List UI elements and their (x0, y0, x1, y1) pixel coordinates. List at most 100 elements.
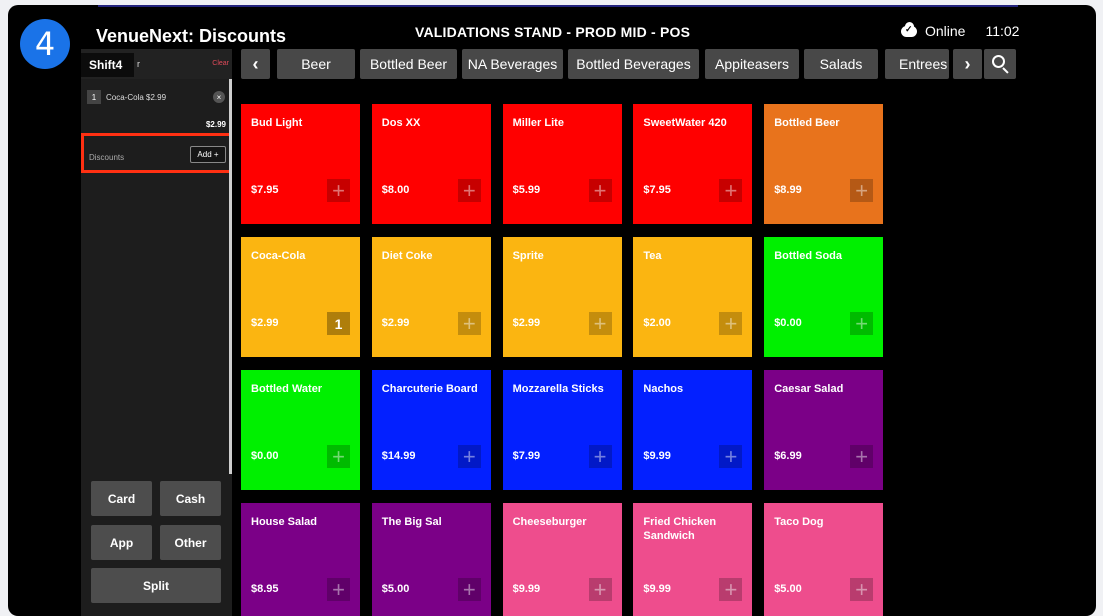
plus-icon[interactable]: + (588, 312, 612, 335)
remove-item-icon[interactable]: × (213, 91, 225, 103)
product-price: $2.99 (512, 317, 541, 329)
plus-icon[interactable]: + (327, 179, 350, 202)
cash-button[interactable]: Cash (160, 481, 221, 516)
plus-icon[interactable]: + (588, 578, 612, 601)
product-tile[interactable]: Fried Chicken Sandwich $9.99 + (633, 503, 753, 616)
product-tile[interactable]: The Big Sal $5.00 + (371, 503, 491, 616)
plus-icon[interactable]: + (457, 578, 481, 601)
other-button[interactable]: Other (160, 525, 221, 560)
plus-icon[interactable]: + (719, 312, 743, 335)
line-item-quantity: 1 (87, 90, 101, 104)
product-name: Taco Dog (774, 516, 824, 528)
product-tile[interactable]: Coca-Cola $2.99 1 (241, 237, 360, 357)
header-bar: VenueNext: Discounts VALIDATIONS STAND -… (8, 5, 1096, 51)
product-price: $5.99 (512, 184, 541, 196)
card-button[interactable]: Card (91, 481, 152, 516)
product-price: $5.00 (381, 583, 410, 595)
product-tile[interactable]: SweetWater 420 $7.95 + (633, 104, 753, 224)
product-price: $0.00 (774, 317, 802, 329)
product-name: Miller Lite (512, 117, 564, 129)
discounts-highlight: Discounts Add + (81, 133, 232, 173)
product-tile[interactable]: Nachos $9.99 + (633, 370, 753, 490)
product-tile[interactable]: Bottled Beer $8.99 + (764, 104, 884, 224)
category-tab-appiteasers[interactable]: Appiteasers (705, 49, 799, 79)
product-tile[interactable]: Diet Coke $2.99 + (371, 237, 491, 357)
plus-icon[interactable]: + (588, 179, 612, 202)
plus-icon[interactable]: + (719, 179, 743, 202)
top-accent-line (98, 5, 1018, 7)
product-tile[interactable]: Taco Dog $5.00 + (764, 503, 884, 616)
product-name: Fried Chicken Sandwich (643, 516, 717, 542)
search-button[interactable] (984, 49, 1016, 79)
product-price: $9.99 (643, 450, 671, 462)
product-tile[interactable]: Tea $2.00 + (633, 237, 753, 357)
category-prev-button[interactable]: ‹ (241, 49, 270, 79)
order-label: r (137, 59, 140, 69)
category-tab-bottled-beer[interactable]: Bottled Beer (360, 49, 457, 79)
plus-icon[interactable]: + (457, 179, 481, 202)
split-button[interactable]: Split (91, 568, 221, 603)
product-name: Diet Coke (381, 250, 433, 262)
product-name: Tea (643, 250, 662, 262)
order-scrollbar[interactable] (229, 79, 232, 474)
product-name: Bottled Soda (774, 250, 843, 262)
product-tile[interactable]: Sprite $2.99 + (502, 237, 622, 357)
category-tab-beer[interactable]: Beer (277, 49, 355, 79)
product-name: Sprite (512, 250, 544, 262)
clock: 11:02 (985, 23, 1020, 39)
order-subtotal: $2.99 (205, 120, 226, 129)
app-title: VenueNext: Discounts (96, 26, 287, 46)
product-tile[interactable]: Bottled Water $0.00 + (241, 370, 360, 490)
add-discount-button[interactable]: Add + (190, 146, 226, 163)
step-number-badge: 4 (20, 19, 70, 69)
product-price: $8.95 (251, 583, 279, 595)
product-tile[interactable]: House Salad $8.95 + (241, 503, 360, 616)
plus-icon[interactable]: + (850, 312, 874, 335)
category-tab-na-beverages[interactable]: NA Beverages (462, 49, 563, 79)
plus-icon[interactable]: + (327, 445, 350, 468)
product-name: Cheeseburger (512, 516, 587, 528)
product-tile[interactable]: Bottled Soda $0.00 + (764, 237, 884, 357)
product-name: Nachos (643, 383, 684, 395)
product-tile[interactable]: Mozzarella Sticks $7.99 + (502, 370, 622, 490)
connection-status: Online 11:02 (901, 21, 1020, 39)
plus-icon[interactable]: + (719, 578, 743, 601)
app-button[interactable]: App (91, 525, 152, 560)
product-tile[interactable]: Miller Lite $5.99 + (502, 104, 622, 224)
product-price: $8.00 (381, 184, 410, 196)
product-price: $2.00 (643, 317, 671, 329)
product-name: Bottled Water (251, 383, 323, 395)
plus-icon[interactable]: + (457, 445, 481, 468)
product-name: Bottled Beer (774, 117, 840, 129)
plus-icon[interactable]: + (850, 578, 874, 601)
order-sidebar: r Clear 1 Coca-Cola $2.99 × $2.99 Discou… (81, 49, 232, 616)
cloud-check-icon (901, 21, 917, 37)
product-price: $9.99 (643, 583, 671, 595)
product-tile[interactable]: Bud Light $7.95 + (241, 104, 360, 224)
product-name: Bud Light (251, 117, 303, 129)
plus-icon[interactable]: + (850, 179, 874, 202)
category-tab-entrees[interactable]: Entrees (885, 49, 949, 79)
search-icon (992, 55, 1005, 68)
category-tab-bottled-beverages[interactable]: Bottled Beverages (568, 49, 699, 79)
plus-icon[interactable]: + (327, 578, 350, 601)
clear-order-button[interactable]: Clear (212, 60, 229, 67)
product-tile[interactable]: Dos XX $8.00 + (371, 104, 491, 224)
product-quantity-badge[interactable]: 1 (327, 312, 350, 335)
plus-icon[interactable]: + (719, 445, 743, 468)
product-tile[interactable]: Caesar Salad $6.99 + (764, 370, 884, 490)
product-tile[interactable]: Cheeseburger $9.99 + (502, 503, 622, 616)
plus-icon[interactable]: + (588, 445, 612, 468)
product-name: Coca-Cola (251, 250, 306, 262)
plus-icon[interactable]: + (850, 445, 874, 468)
product-tile[interactable]: Charcuterie Board $14.99 + (371, 370, 491, 490)
category-next-button[interactable]: › (953, 49, 982, 79)
category-tab-salads[interactable]: Salads (804, 49, 878, 79)
order-line-item[interactable]: 1 Coca-Cola $2.99 × (87, 85, 225, 109)
product-name: House Salad (251, 516, 318, 528)
product-price: $0.00 (251, 450, 279, 462)
plus-icon[interactable]: + (457, 312, 481, 335)
product-name: SweetWater 420 (643, 117, 727, 129)
discounts-label: Discounts (89, 153, 125, 162)
product-name: Dos XX (381, 117, 421, 129)
